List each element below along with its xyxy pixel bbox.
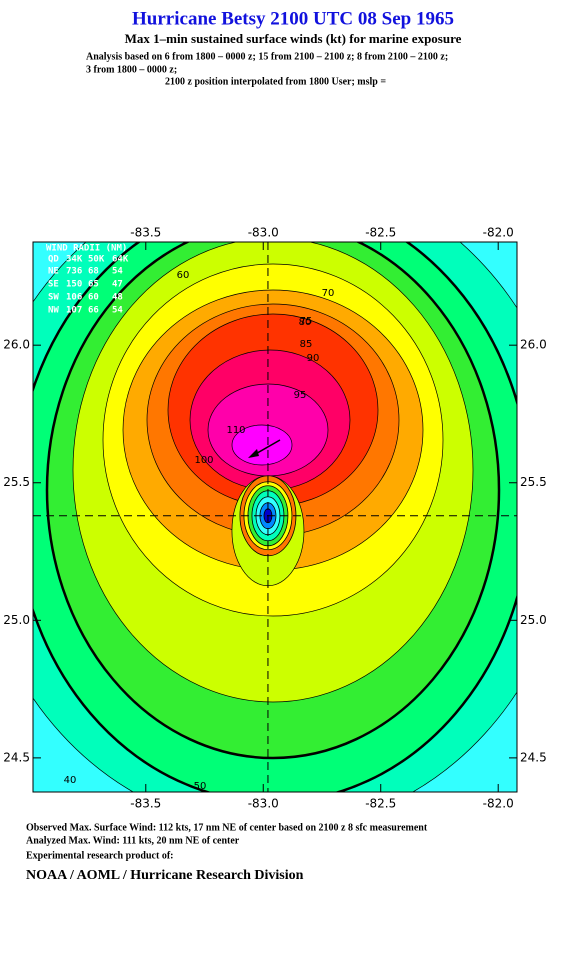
contour-band (231, 424, 293, 466)
radii-cell: SE (48, 280, 59, 290)
contour-label: 80 (299, 317, 312, 328)
contour-label: 40 (64, 775, 77, 786)
analysis-line: 2100 z position interpolated from 1800 U… (165, 76, 386, 87)
y-tick-label: 26.0 (3, 338, 30, 352)
contour-label: 50 (194, 781, 207, 792)
radii-cell: NE (48, 267, 59, 277)
title: Hurricane Betsy 2100 UTC 08 Sep 1965 (132, 8, 454, 29)
credit: NOAA / AOML / Hurricane Research Divisio… (26, 868, 304, 883)
contour-label: 95 (294, 390, 307, 401)
y-tick-label: 26.0 (520, 338, 547, 352)
contour-label: 85 (300, 339, 313, 350)
radii-cell: 66 (88, 306, 99, 316)
radii-cell: 150 (66, 280, 82, 290)
radii-cell: 48 (112, 293, 123, 303)
contour-label: 90 (307, 353, 320, 364)
analysis-line: 3 from 1800 – 0000 z; (86, 64, 177, 75)
subtitle: Max 1–min sustained surface winds (kt) f… (125, 31, 462, 46)
footer-line: Observed Max. Surface Wind: 112 kts, 17 … (26, 822, 428, 833)
radii-cell: 54 (112, 267, 123, 277)
x-tick-label: -82.5 (365, 797, 396, 811)
radii-cell: NW (48, 306, 59, 316)
motion-arrowhead (248, 449, 259, 458)
y-tick-label: 25.5 (3, 475, 30, 489)
x-tick-label: -82.5 (365, 226, 396, 240)
radii-cell: 65 (88, 280, 99, 290)
y-tick-label: 25.0 (3, 613, 30, 627)
radii-title: WIND RADII (NM) (46, 244, 127, 254)
radii-header: 64K (112, 255, 129, 265)
radii-cell: 107 (66, 306, 82, 316)
frame (32, 241, 518, 793)
radii-cell: SW (48, 293, 59, 303)
x-tick-label: -83.5 (130, 797, 161, 811)
footer-line: Analyzed Max. Wind: 111 kts, 20 nm NE of… (26, 835, 240, 846)
contour-label: 70 (322, 288, 335, 299)
analysis-line: Analysis based on 6 from 1800 – 0000 z; … (86, 51, 448, 62)
radii-header: 34K (66, 255, 83, 265)
x-tick-label: -83.5 (130, 226, 161, 240)
x-tick-label: -82.0 (483, 797, 514, 811)
footer-line: Experimental research product of: (26, 850, 173, 861)
radii-header: QD (48, 255, 59, 265)
radii-cell: 47 (112, 280, 123, 290)
radii-cell: 68 (88, 267, 99, 277)
contour-label: 110 (226, 425, 245, 436)
axes: WIND RADII (NM)QD 34K 50K 64K NE 736 68 54 SE 150… (3, 226, 546, 811)
radii-cell: 106 (66, 293, 82, 303)
radii-cell: 736 (66, 267, 82, 277)
y-tick-label: 24.5 (3, 750, 30, 764)
radii-cell: 54 (112, 306, 123, 316)
x-tick-label: -83.0 (248, 797, 279, 811)
y-tick-label: 25.5 (520, 475, 547, 489)
y-tick-label: 24.5 (520, 750, 547, 764)
x-tick-label: -83.0 (248, 226, 279, 240)
contour-label: 60 (177, 270, 190, 281)
y-tick-label: 25.0 (520, 613, 547, 627)
contour-label: 100 (194, 455, 213, 466)
x-tick-label: -82.0 (483, 226, 514, 240)
radii-cell: 60 (88, 293, 99, 303)
contour-label: 75 (300, 316, 313, 327)
radii-header: 50K (88, 255, 105, 265)
